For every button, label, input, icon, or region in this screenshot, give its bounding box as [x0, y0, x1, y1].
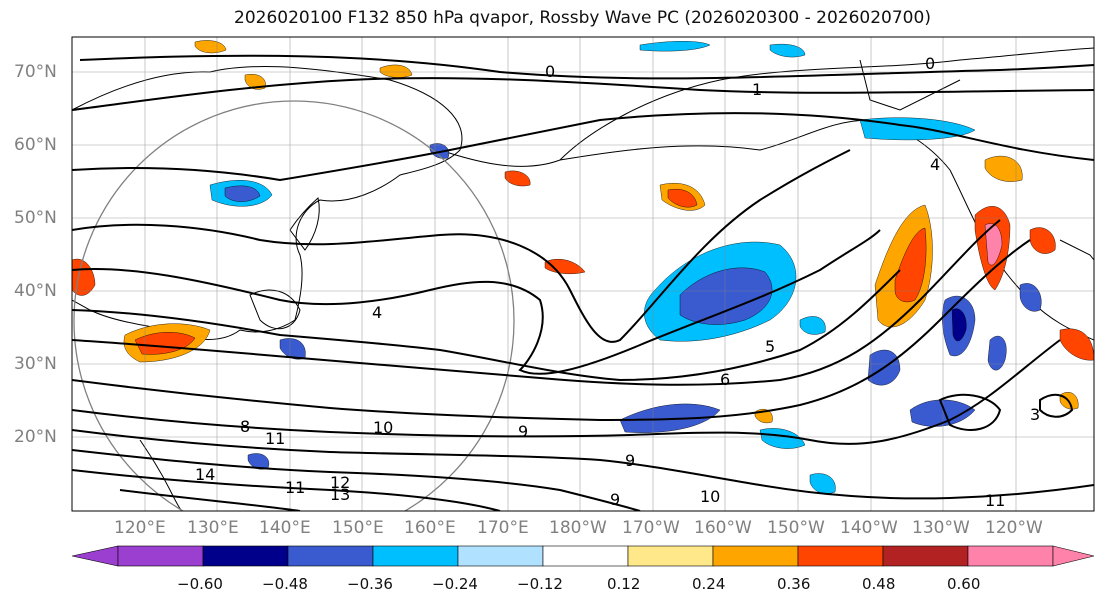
colorbar-over-triangle	[1052, 545, 1095, 567]
colorbar-tick: −0.48	[262, 575, 308, 593]
contour-label: 10	[373, 418, 393, 437]
contour-label: 13	[330, 485, 350, 504]
contour-label: 12	[330, 473, 350, 492]
contour-label: 4	[930, 155, 940, 174]
colorbar-segment	[967, 545, 1054, 567]
contour-labels: 0 0 1 4 5 6 8 9 9 10 10 11 11 11 12 13 1…	[195, 54, 1040, 510]
lat-label: 40°N	[14, 281, 57, 301]
contour-label: 1	[752, 80, 762, 99]
contour-label: 11	[265, 429, 285, 448]
lon-label: 180°W	[549, 518, 607, 538]
colorbar-segment	[202, 545, 289, 567]
colorbar-segment	[287, 545, 374, 567]
colorbar-tick: −0.12	[517, 575, 563, 593]
colorbar-tick: 0.60	[947, 575, 981, 593]
colorbar	[71, 545, 1095, 567]
lon-label: 120°E	[114, 518, 166, 538]
contour-label: 11	[285, 478, 305, 497]
colorbar-segment	[627, 545, 714, 567]
lon-label: 140°E	[259, 518, 311, 538]
colorbar-segment	[117, 545, 204, 567]
contour-label: 9	[625, 451, 635, 470]
contour-label: 5	[765, 337, 775, 356]
colorbar-segment	[372, 545, 459, 567]
colorbar-tick: 0.12	[607, 575, 641, 593]
lon-label: 120°W	[985, 518, 1043, 538]
lat-label: 50°N	[14, 208, 57, 228]
graticule	[72, 37, 1094, 511]
colorbar-tick: 0.24	[692, 575, 726, 593]
lon-label: 150°E	[332, 518, 384, 538]
lat-label: 60°N	[14, 135, 57, 155]
colorbar-tick: −0.36	[347, 575, 393, 593]
lat-label: 20°N	[14, 427, 57, 447]
colorbar-segment	[797, 545, 884, 567]
map-background	[72, 37, 1094, 511]
qvapor-shading	[72, 40, 1094, 494]
contour-label: 4	[372, 303, 382, 322]
lon-label: 160°W	[694, 518, 752, 538]
lat-label: 70°N	[14, 62, 57, 82]
lon-label: 140°W	[840, 518, 898, 538]
contour-label: 10	[700, 487, 720, 506]
lon-label: 130°E	[187, 518, 239, 538]
contours	[72, 54, 1094, 511]
contour-label: 8	[240, 417, 250, 436]
colorbar-segment	[542, 545, 629, 567]
colorbar-tick: −0.24	[432, 575, 478, 593]
colorbar-tick: 0.36	[777, 575, 811, 593]
lat-label: 30°N	[14, 354, 57, 374]
lon-label: 150°W	[767, 518, 825, 538]
contour-label: 3	[1030, 405, 1040, 424]
lon-label: 160°E	[404, 518, 456, 538]
map-title: 2026020100 F132 850 hPa qvapor, Rossby W…	[234, 8, 931, 28]
lon-label: 170°W	[622, 518, 680, 538]
colorbar-tick: 0.48	[862, 575, 896, 593]
contour-label: 6	[720, 370, 730, 389]
colorbar-tick: −0.60	[177, 575, 223, 593]
lon-label: 130°W	[912, 518, 970, 538]
colorbar-segment	[457, 545, 544, 567]
colorbar-segment	[882, 545, 969, 567]
contour-label: 0	[545, 62, 555, 81]
contour-label: 9	[610, 490, 620, 509]
contour-label: 14	[195, 465, 215, 484]
contour-label: 11	[985, 491, 1005, 510]
colorbar-segment	[712, 545, 799, 567]
lon-label: 170°E	[477, 518, 529, 538]
colorbar-under-triangle	[71, 545, 119, 567]
map-frame	[71, 36, 1095, 512]
contour-label: 0	[925, 54, 935, 73]
reference-circle	[73, 100, 515, 511]
contour-label: 9	[518, 422, 528, 441]
